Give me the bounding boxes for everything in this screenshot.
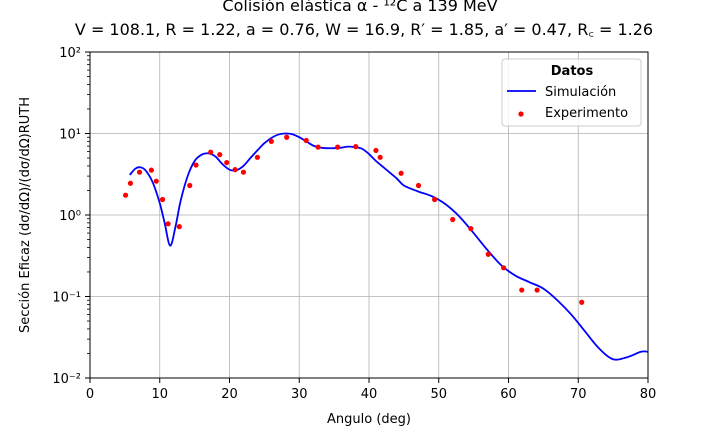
legend-label-experimento: Experimento: [545, 106, 628, 121]
legend-title: Datos: [551, 64, 594, 79]
experimento-point: [353, 144, 359, 150]
legend-box: [501, 58, 642, 127]
legend-label-simulacion: Simulación: [545, 85, 616, 100]
experimento-point: [534, 287, 540, 293]
experimento-point: [176, 224, 182, 230]
experimento-point: [468, 226, 474, 232]
experimento-point: [431, 196, 438, 203]
y-tick-label: 10⁰: [59, 209, 81, 224]
y-tick-label: 10¹: [59, 128, 81, 143]
legend: Datos Simulación Experimento: [501, 58, 642, 127]
x-tick-label: 60: [500, 387, 517, 402]
experimento-point: [159, 196, 166, 203]
experimento-point: [268, 138, 274, 144]
legend-point-marker: [518, 111, 524, 117]
experimento-point: [193, 162, 199, 168]
y-axis-ticks: 10⁻² 10⁻¹ 10⁰ 10¹ 10²: [52, 46, 90, 387]
x-axis-label: Angulo (deg): [327, 412, 411, 427]
experimento-point: [136, 169, 143, 175]
chart-subtitle: V = 108.1, R = 1.22, a = 0.76, W = 16.9,…: [75, 20, 653, 39]
experimento-point: [217, 152, 223, 158]
x-axis-ticks: 0 10 20 30 40 50 60 70 80: [86, 378, 656, 402]
x-tick-label: 80: [640, 387, 657, 402]
series-experimento: [122, 134, 585, 305]
experimento-point: [315, 144, 321, 150]
experimento-point: [450, 216, 456, 223]
x-tick-label: 30: [291, 387, 308, 402]
simulacion-line: [129, 132, 649, 361]
x-tick-label: 40: [361, 387, 378, 402]
x-tick-label: 10: [151, 387, 168, 402]
experimento-point: [335, 144, 341, 150]
experimento-point: [148, 167, 154, 173]
x-tick-label: 50: [430, 387, 447, 402]
experimento-point: [377, 154, 383, 160]
experimento-point: [415, 182, 422, 189]
experimento-point: [398, 170, 404, 176]
experimento-point: [303, 137, 309, 144]
experimento-point: [373, 147, 379, 154]
experimento-point: [232, 167, 238, 173]
experimento-point: [501, 265, 507, 271]
x-tick-label: 70: [570, 387, 587, 402]
y-axis-label: Sección Eficaz (dσ/dΩ)/(dσ/dΩ)RUTH: [18, 97, 33, 333]
experimento-point: [208, 149, 214, 155]
plot-frame: [89, 51, 649, 379]
series-simulacion: [129, 132, 649, 361]
experimento-point: [122, 192, 129, 198]
x-tick-label: 20: [221, 387, 238, 402]
experimento-point: [153, 178, 159, 184]
experimento-point: [519, 287, 525, 293]
experimento-point: [240, 169, 247, 175]
x-tick-label: 0: [86, 387, 94, 402]
experimento-point: [284, 134, 290, 140]
y-tick-label: 10⁻¹: [52, 291, 81, 306]
experimento-point: [127, 180, 134, 186]
experimento-point: [224, 159, 230, 166]
experimento-point: [254, 154, 260, 160]
experimento-point: [579, 299, 585, 305]
y-tick-label: 10²: [59, 46, 81, 61]
experimento-point: [485, 251, 491, 257]
experimento-point: [165, 221, 171, 227]
experimento-point: [187, 182, 193, 189]
y-tick-label: 10⁻²: [52, 372, 81, 387]
chart-title: Colisión elástica α - ¹²C a 139 MeV: [222, 0, 497, 15]
